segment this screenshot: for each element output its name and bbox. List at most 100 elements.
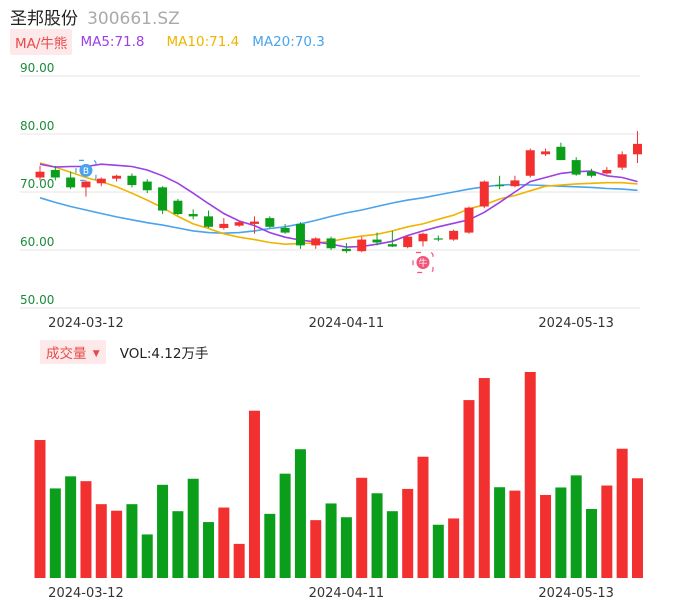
volume-bar-up xyxy=(524,372,536,578)
volume-bar-up xyxy=(80,481,92,578)
candle-body xyxy=(357,239,367,252)
candle-down xyxy=(204,210,214,228)
candle-down xyxy=(142,179,152,194)
buy-marker-icon-dot xyxy=(79,163,93,177)
ma20-label: MA20:70.3 xyxy=(252,34,325,50)
candle-down xyxy=(326,236,336,250)
volume-bar-down xyxy=(203,522,215,578)
candle-down xyxy=(433,235,443,242)
volume-bar-up xyxy=(509,490,521,578)
candle-body xyxy=(403,236,413,248)
candle-body xyxy=(541,151,551,155)
candle-up xyxy=(311,237,321,249)
candle-body xyxy=(617,154,627,168)
volume-bar-down xyxy=(371,493,383,578)
bull-marker-icon-label: 牛 xyxy=(418,257,427,269)
volume-indicator-button[interactable]: 成交量 ▼ xyxy=(40,340,106,364)
volume-bar-down xyxy=(325,503,337,578)
candle-body xyxy=(387,244,397,247)
candle-body xyxy=(158,187,168,211)
candle-body xyxy=(96,178,106,184)
price-x-tick-label: 2024-03-12 xyxy=(48,316,124,331)
candle-up xyxy=(541,148,551,157)
volume-bar-up xyxy=(631,478,643,578)
price-y-tick-label: 80.00 xyxy=(20,119,54,133)
ma-indicator-button[interactable]: MA/牛熊 xyxy=(10,29,73,55)
candle-body xyxy=(234,222,244,226)
candle-body xyxy=(173,200,183,215)
candle-up xyxy=(602,167,612,175)
candle-up xyxy=(464,206,474,234)
price-y-tick-label: 50.00 xyxy=(20,293,54,307)
candle-up xyxy=(219,218,229,230)
candle-body xyxy=(464,207,474,233)
buy-marker-icon-frame xyxy=(75,159,97,181)
candle-up xyxy=(418,232,428,247)
price-x-tick-label: 2024-04-11 xyxy=(309,316,385,331)
candle-down xyxy=(280,223,290,234)
candle-up xyxy=(81,180,91,197)
candle-body xyxy=(127,175,137,186)
volume-bar-up xyxy=(402,488,414,578)
buy-marker-icon-label: B xyxy=(83,167,89,177)
volume-bar-up xyxy=(310,520,322,578)
volume-bar-down xyxy=(49,488,61,578)
volume-bar-up xyxy=(248,410,260,578)
volume-bar-down xyxy=(264,513,276,578)
volume-bar-up xyxy=(218,507,230,578)
candle-down xyxy=(173,198,183,216)
candle-body xyxy=(81,181,91,188)
candle-up xyxy=(617,151,627,170)
candle-up xyxy=(234,221,244,227)
bull-marker-icon-dot xyxy=(416,256,430,270)
volume-bar-down xyxy=(279,473,291,578)
volume-bar-up xyxy=(463,400,475,578)
volume-x-tick-label: 2024-05-13 xyxy=(538,586,614,601)
stock-name: 圣邦股份 xyxy=(10,9,78,29)
price-y-tick-label: 90.00 xyxy=(20,61,54,75)
price-y-tick-label: 60.00 xyxy=(20,235,54,249)
price-chart[interactable]: 90.00 80.00 70.00 60.00 50.00 B 牛 2024-03-12 202… xyxy=(0,0,686,340)
bull-marker-icon-frame xyxy=(412,251,434,274)
candle-down xyxy=(387,230,397,248)
volume-bar-up xyxy=(448,518,460,578)
candle-body xyxy=(449,230,459,240)
candle-down xyxy=(372,232,382,246)
candle-up xyxy=(96,177,106,187)
candle-body xyxy=(142,181,152,191)
volume-bar-up xyxy=(111,510,123,578)
candle-body xyxy=(66,177,76,188)
ma10-line xyxy=(39,162,638,246)
volume-bar-down xyxy=(586,509,598,578)
volume-x-tick-label: 2024-04-11 xyxy=(309,586,385,601)
candle-body xyxy=(587,171,597,176)
buy-marker-icon[interactable]: B xyxy=(75,159,97,181)
candle-up xyxy=(35,165,45,181)
ma-indicator-row: MA/牛熊 MA5:71.8 MA10:71.4 MA20:70.3 xyxy=(10,29,325,55)
volume-bar-down xyxy=(432,524,444,578)
candle-body xyxy=(295,223,305,246)
candle-down xyxy=(571,157,581,176)
volume-bar-up xyxy=(417,456,429,578)
volume-bar-down xyxy=(294,449,306,578)
candle-body xyxy=(265,218,275,227)
candle-body xyxy=(632,143,642,155)
candle-down xyxy=(587,168,597,178)
candle-down xyxy=(341,243,351,253)
volume-bar-down xyxy=(141,534,153,578)
bull-marker-icon[interactable]: 牛 xyxy=(412,251,434,274)
ma20-line xyxy=(39,183,638,235)
candle-body xyxy=(219,223,229,228)
volume-bar-down xyxy=(555,487,567,578)
volume-bar-down xyxy=(65,476,77,578)
candle-down xyxy=(158,186,168,215)
candle-down xyxy=(50,165,60,181)
candle-down xyxy=(265,216,275,228)
candle-down xyxy=(127,173,137,188)
candle-body xyxy=(372,239,382,243)
candle-body xyxy=(510,180,520,187)
candle-down xyxy=(295,222,305,249)
volume-bar-down xyxy=(340,517,352,578)
candle-body xyxy=(418,233,428,242)
